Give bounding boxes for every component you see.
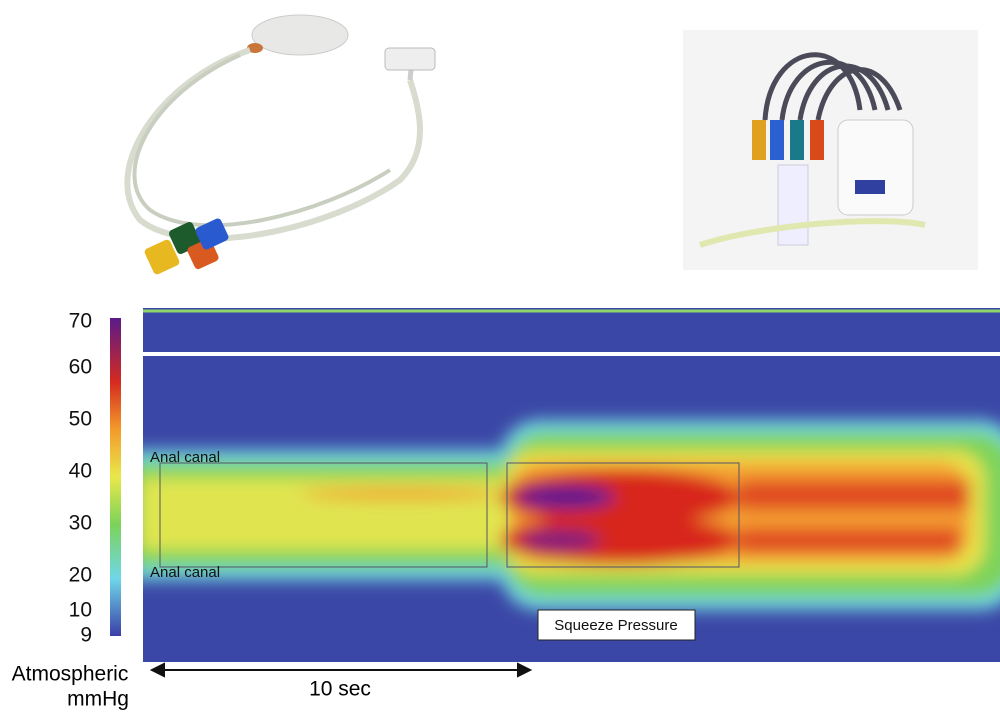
- colorbar-tick-label: 10: [69, 599, 92, 622]
- colorbar-tick-label: 30: [69, 512, 92, 535]
- time-scale-arrow: [149, 662, 533, 678]
- colorbar-tick-label: 70: [69, 310, 92, 333]
- axis-label: Atmospheric: [12, 663, 129, 686]
- pressure-topography: [143, 308, 1000, 662]
- device-photo: [683, 30, 978, 270]
- colorbar-ticks: 70 60 50 40 30 20 109: [69, 310, 92, 647]
- colorbar-tick-label: 50: [69, 408, 92, 431]
- annotation: Anal canal: [150, 449, 220, 466]
- colorbar: [110, 318, 121, 636]
- annotation: Squeeze Pressure: [554, 617, 677, 634]
- time-scale: 10 sec: [309, 678, 371, 701]
- colorbar-tick-label: 40: [69, 460, 92, 483]
- colorbar-tick-label: 60: [69, 356, 92, 379]
- axis-label: mmHg: [67, 688, 129, 711]
- colorbar-tick-label: 20: [69, 564, 92, 587]
- colorbar-tick-label: 9: [80, 624, 92, 647]
- annotation-box: [537, 609, 696, 641]
- annotation: Anal canal: [150, 564, 220, 581]
- catheter-photo: [124, 14, 436, 275]
